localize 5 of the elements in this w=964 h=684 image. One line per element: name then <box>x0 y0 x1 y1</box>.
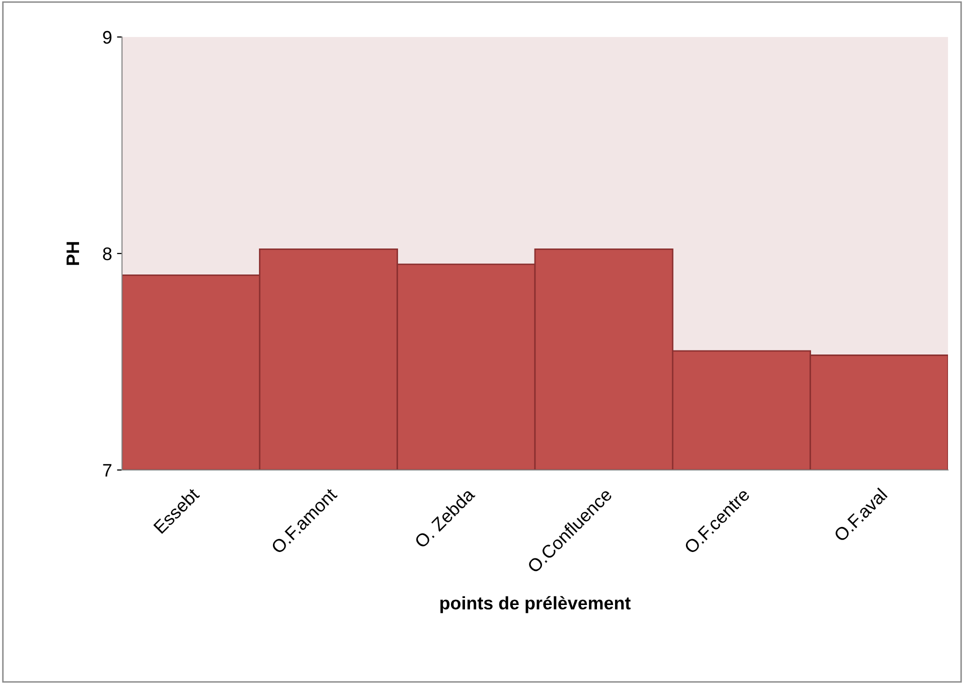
y-tick-label: 9 <box>103 30 112 44</box>
y-axis-title: PH <box>66 242 80 265</box>
y-tick-label: 7 <box>103 464 112 477</box>
y-tick-label: 8 <box>103 247 112 260</box>
x-axis-title: points de prélèvement <box>440 596 631 614</box>
